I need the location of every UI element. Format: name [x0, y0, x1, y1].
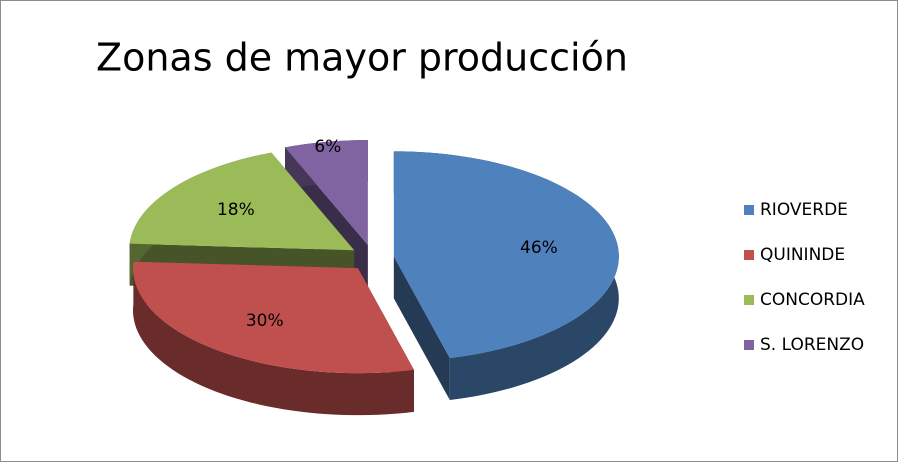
slice: [393, 151, 619, 401]
slice: [285, 140, 368, 246]
legend-marker: [744, 250, 754, 260]
data-label: 30%: [246, 311, 284, 331]
legend-marker: [744, 295, 754, 305]
legend-label: QUININDE: [760, 245, 845, 265]
data-label: 46%: [520, 238, 558, 258]
slice: [133, 261, 414, 416]
legend-label: S. LORENZO: [760, 335, 864, 355]
legend-marker: [744, 205, 754, 215]
slice-side: [133, 261, 414, 416]
data-label: 18%: [217, 200, 255, 220]
slice: [129, 152, 355, 251]
slice: [133, 261, 414, 374]
legend-label: CONCORDIA: [760, 290, 865, 310]
legend-label: RIOVERDE: [760, 200, 848, 220]
slice-side: [393, 256, 450, 401]
slice: [393, 151, 619, 359]
data-label: 6%: [314, 137, 341, 157]
chart-title: Zonas de mayor producción: [96, 36, 628, 80]
legend-marker: [744, 340, 754, 350]
